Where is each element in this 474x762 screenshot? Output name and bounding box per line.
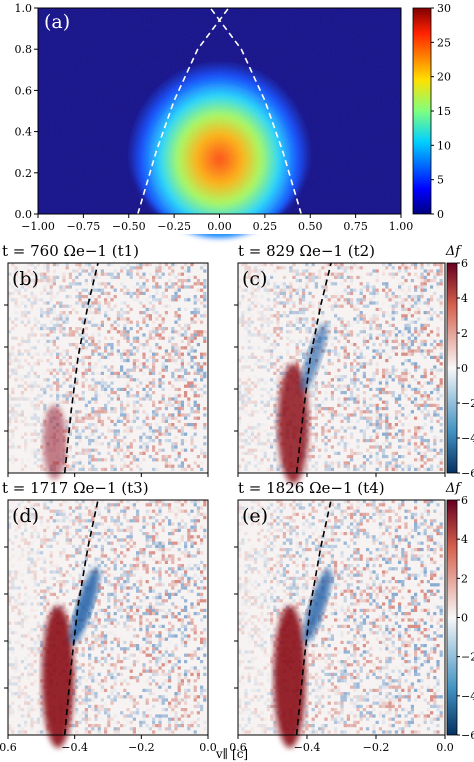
panel-a-boundary-curve-2 <box>209 7 302 215</box>
panel-e-resonance-curve <box>295 499 332 736</box>
panel-a-colorbar-label: 10 <box>437 139 451 152</box>
panel-a-label: (a) <box>44 11 70 33</box>
panel-a-bottom-cover <box>38 214 401 234</box>
panel-c-label: (c) <box>242 268 267 290</box>
panel-c-negative-feature <box>300 323 327 392</box>
panel-a-colorbar-label: 5 <box>437 174 444 187</box>
panel-e-colorbar-label: −2 <box>461 651 474 664</box>
panel-c-noise-field <box>238 263 443 471</box>
panel-a-heatmap: (a)−1.00 −0.75 −0.50 −0.25 0.00 0.25 0.50 0.75 1… <box>15 0 451 238</box>
panel-c-colorbar-label: −6 <box>461 467 474 480</box>
panel-a-colorbar-label: 30 <box>437 2 451 15</box>
panel-c-colorbar-label: 2 <box>461 327 468 340</box>
panel-a-colorbar-label: 20 <box>437 71 451 84</box>
panel-a-ytick-label: 1.0 <box>15 2 33 15</box>
panel-a-ytick-label: 0.2 <box>15 167 33 180</box>
panel-e-label: (e) <box>242 505 268 527</box>
panel-e-background <box>238 500 445 735</box>
panel-e-xtick-label: −0.2 <box>363 741 390 754</box>
panel-d-xtick-label: 0.0 <box>199 741 217 754</box>
panel-d-positive-feature <box>42 605 74 748</box>
delta-f-label-bottom: Δf <box>445 481 462 496</box>
panel-a-ytick-label: 0.4 <box>15 126 33 139</box>
panel-c-positive-feature <box>277 363 309 484</box>
panel-a-xtick-label: −0.50 <box>112 220 146 233</box>
panel-e-colorbar-label: 2 <box>461 572 468 585</box>
panel-b-positive-feature <box>43 404 67 480</box>
panel-e-frame <box>237 499 446 736</box>
panel-d-title: t = 1717 Ωe−1 (t3) <box>2 479 149 497</box>
panel-e-colorbar-label: −6 <box>461 729 474 742</box>
panel-a-xtick-label: 0.75 <box>343 220 368 233</box>
panel-d-negative-feature <box>70 567 100 644</box>
panel-a-colorbar-label: 15 <box>437 105 451 118</box>
panel-c-title: t = 829 Ωe−1 (t2) <box>238 242 375 260</box>
panel-c-colorbar-label: −2 <box>461 397 474 410</box>
panel-a-xtick-label: 1.00 <box>389 220 414 233</box>
panel-e-xtick-label: −0.4 <box>294 741 321 754</box>
panel-c-frame <box>237 262 446 474</box>
panel-b-label: (b) <box>12 268 39 290</box>
panel-a-colorbar <box>412 7 432 215</box>
panel-b-heatmap: (b) t = 760 Ωe−1 (t1) <box>2 242 209 480</box>
panel-d-xtick-label: −0.4 <box>61 741 88 754</box>
panel-e-colorbar-label: 0 <box>461 612 468 625</box>
panel-e-colorbar-label: 4 <box>461 533 468 546</box>
panel-d-xtick-label: −0.2 <box>128 741 155 754</box>
panel-a-ytick-label: 0.0 <box>15 208 33 221</box>
panel-a-boundary-curve-1 <box>137 7 230 215</box>
panel-e-colorbar <box>446 499 458 736</box>
panel-e-positive-feature <box>273 605 306 748</box>
panel-b-title: t = 760 Ωe−1 (t1) <box>2 242 139 260</box>
panel-d-label: (d) <box>12 505 39 527</box>
panel-e-title: t = 1826 Ωe−1 (t4) <box>238 479 385 497</box>
panel-a-xtick-label: 0.50 <box>298 220 323 233</box>
panel-b-frame <box>7 262 209 474</box>
panel-c-resonance-curve <box>295 262 332 474</box>
panel-a-top-cover <box>38 0 401 8</box>
panel-a-noise <box>38 8 401 214</box>
panel-a-xtick-label: 0.25 <box>253 220 278 233</box>
panel-e-colorbar-label: 6 <box>461 494 468 507</box>
panel-e-xtick-label: 0.6 <box>229 741 247 754</box>
panel-c-colorbar-label: 0 <box>461 362 468 375</box>
delta-f-label-top: Δf <box>445 244 462 259</box>
panel-d-xtick-label: 0.6 <box>0 741 17 754</box>
panel-c-heatmap: (c) t = 829 Ωe−1 (t2) 6 4 2 0 −2 −4 −6 <box>234 242 474 484</box>
panel-c-colorbar-label: −4 <box>461 432 474 445</box>
panel-a-colorbar-label: 25 <box>437 36 451 49</box>
panel-a-ytick-label: 0.6 <box>15 84 33 97</box>
panel-d-heatmap: (d) t = 1717 Ωe−1 (t3) 0.6 −0.4 −0.2 0.0 <box>0 479 217 754</box>
panel-b-resonance-curve <box>63 262 99 474</box>
panel-a-ytick-label: 0.8 <box>15 43 33 56</box>
panel-c-background <box>238 263 445 473</box>
panel-c-colorbar <box>446 262 458 474</box>
panel-a-xtick-label: −0.75 <box>67 220 101 233</box>
panel-d-resonance-curve <box>63 499 99 736</box>
panel-c-colorbar-label: 4 <box>461 292 468 305</box>
panel-e-xtick-label: 0.0 <box>436 741 454 754</box>
panel-d-frame <box>7 499 209 736</box>
panel-a-xtick-label: 0.00 <box>207 220 232 233</box>
panel-a-colorbar-label: 0 <box>437 208 444 221</box>
panel-c-colorbar-label: 6 <box>461 257 468 270</box>
panel-e-colorbar-label: −4 <box>461 690 474 703</box>
panel-b-background <box>8 263 208 473</box>
bottom-xlabel: v∥ [c] <box>215 747 248 761</box>
panel-a-xtick-label: −1.00 <box>21 220 55 233</box>
panel-a-xtick-label: −0.25 <box>157 220 191 233</box>
panel-e-heatmap: (e) t = 1826 Ωe−1 (t4) 0.6 −0.4 −0.2 0.0 6 4 2 0 −… <box>229 479 474 754</box>
panel-e-negative-feature <box>303 568 332 643</box>
